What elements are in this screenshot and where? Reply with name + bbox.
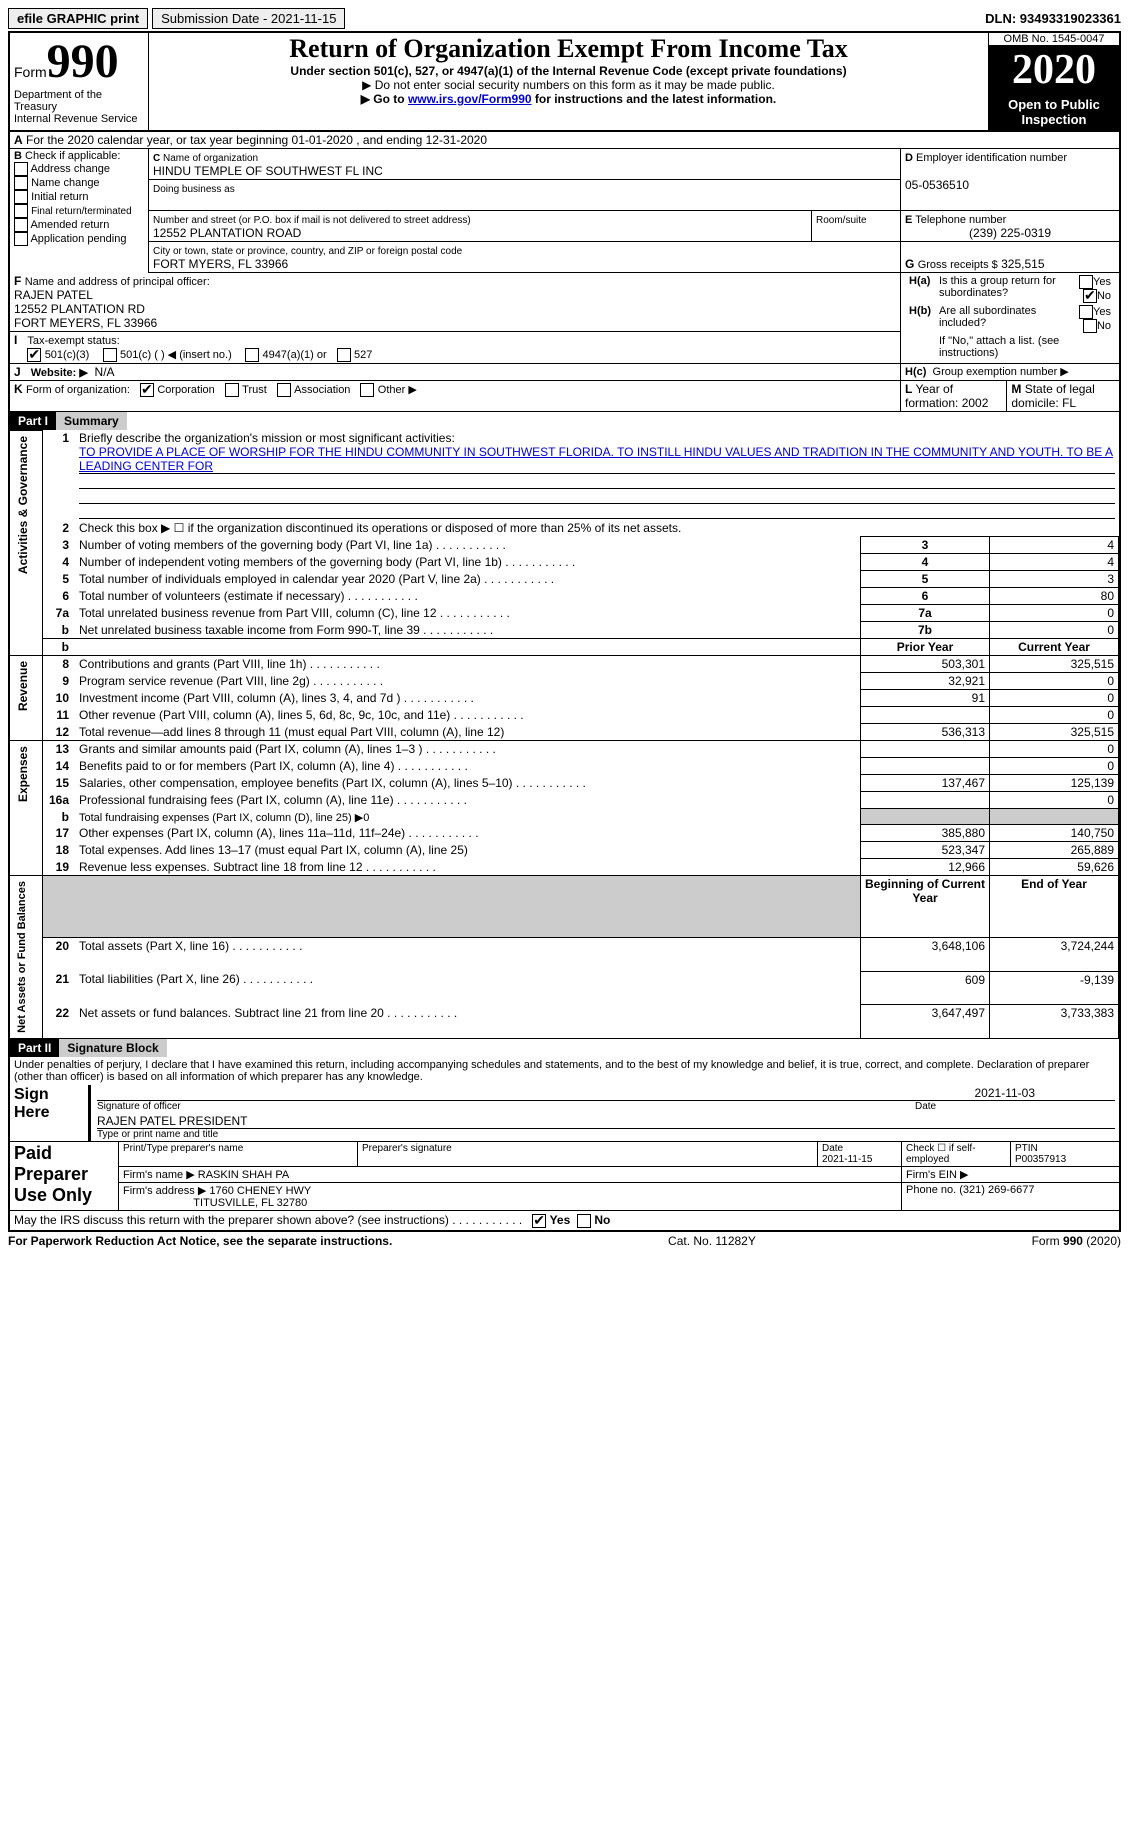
other-checkbox[interactable] xyxy=(360,383,374,397)
irs-link[interactable]: www.irs.gov/Form990 xyxy=(408,92,532,106)
table-row: 15Salaries, other compensation, employee… xyxy=(10,775,1119,792)
table-row: 16aProfessional fundraising fees (Part I… xyxy=(10,792,1119,809)
table-row: 3Number of voting members of the governi… xyxy=(10,537,1119,554)
year-formation: 2002 xyxy=(962,396,989,410)
table-row: 6Total number of volunteers (estimate if… xyxy=(10,588,1119,605)
corp-checkbox[interactable] xyxy=(140,383,154,397)
table-row: 20Total assets (Part X, line 16)3,648,10… xyxy=(10,937,1119,971)
table-row: bNet unrelated business taxable income f… xyxy=(10,622,1119,639)
assoc-checkbox[interactable] xyxy=(277,383,291,397)
firm-name: RASKIN SHAH PA xyxy=(198,1169,290,1181)
discuss-no-checkbox[interactable] xyxy=(577,1214,591,1228)
form-label: Form xyxy=(14,64,47,80)
city-state-zip: FORT MYERS, FL 33966 xyxy=(153,257,288,271)
dln: DLN: 93493319023361 xyxy=(985,11,1121,26)
name-change-checkbox[interactable] xyxy=(14,176,28,190)
gross-receipts: 325,515 xyxy=(1001,257,1044,271)
entity-info: B Check if applicable: Address change Na… xyxy=(8,149,1121,412)
final-return-checkbox[interactable] xyxy=(14,204,28,218)
part-2: Part IISignature Block Under penalties o… xyxy=(8,1039,1121,1232)
omb-number: OMB No. 1545-0047 xyxy=(989,33,1119,46)
501c3-checkbox[interactable] xyxy=(27,348,41,362)
trust-checkbox[interactable] xyxy=(225,383,239,397)
table-row: 19Revenue less expenses. Subtract line 1… xyxy=(10,859,1119,876)
submission-date: Submission Date - 2021-11-15 xyxy=(152,8,345,29)
hb-no-checkbox[interactable] xyxy=(1083,319,1097,333)
hb-yes-checkbox[interactable] xyxy=(1079,305,1093,319)
table-row: 4Number of independent voting members of… xyxy=(10,554,1119,571)
form-header: Form990 Department of the Treasury Inter… xyxy=(8,31,1121,132)
telephone: (239) 225-0319 xyxy=(905,226,1115,240)
form-title: Return of Organization Exempt From Incom… xyxy=(153,34,984,64)
paid-preparer-label: Paid Preparer Use Only xyxy=(10,1142,119,1211)
address-change-checkbox[interactable] xyxy=(14,162,28,176)
legal-domicile: FL xyxy=(1062,396,1076,410)
table-row: 5Total number of individuals employed in… xyxy=(10,571,1119,588)
part-1: Part ISummary Activities & Governance 1 … xyxy=(8,412,1121,1039)
table-row: bTotal fundraising expenses (Part IX, co… xyxy=(10,809,1119,825)
ptin: P00357913 xyxy=(1015,1154,1066,1165)
exp-section-label: Expenses xyxy=(14,742,32,806)
ein: 05-0536510 xyxy=(905,178,969,192)
table-row: 22Net assets or fund balances. Subtract … xyxy=(10,1005,1119,1039)
tax-year: 2020 xyxy=(989,46,1119,94)
line-a: A For the 2020 calendar year, or tax yea… xyxy=(8,132,1121,149)
org-name: HINDU TEMPLE OF SOUTHWEST FL INC xyxy=(153,164,383,178)
firm-phone: (321) 269-6677 xyxy=(959,1184,1034,1196)
page-footer: For Paperwork Reduction Act Notice, see … xyxy=(8,1232,1121,1250)
note-ssn: Do not enter social security numbers on … xyxy=(375,78,775,92)
sign-here-label: Sign Here xyxy=(10,1085,90,1141)
501c-checkbox[interactable] xyxy=(103,348,117,362)
table-row: 12Total revenue—add lines 8 through 11 (… xyxy=(10,724,1119,741)
discuss-yes-checkbox[interactable] xyxy=(532,1214,546,1228)
table-row: 9Program service revenue (Part VIII, lin… xyxy=(10,673,1119,690)
open-to-public: Open to Public Inspection xyxy=(989,94,1119,130)
table-row: 11Other revenue (Part VIII, column (A), … xyxy=(10,707,1119,724)
table-row: 18Total expenses. Add lines 13–17 (must … xyxy=(10,842,1119,859)
amended-return-checkbox[interactable] xyxy=(14,218,28,232)
gov-section-label: Activities & Governance xyxy=(14,432,32,578)
net-section-label: Net Assets or Fund Balances xyxy=(14,877,30,1037)
form-subtitle: Under section 501(c), 527, or 4947(a)(1)… xyxy=(153,64,984,78)
527-checkbox[interactable] xyxy=(337,348,351,362)
officer-name: RAJEN PATEL xyxy=(14,288,93,302)
table-row: 10Investment income (Part VIII, column (… xyxy=(10,690,1119,707)
officer-printed-name: RAJEN PATEL PRESIDENT xyxy=(97,1114,1115,1129)
4947-checkbox[interactable] xyxy=(245,348,259,362)
form-number: 990 xyxy=(47,35,119,88)
application-pending-checkbox[interactable] xyxy=(14,232,28,246)
table-row: 14Benefits paid to or for members (Part … xyxy=(10,758,1119,775)
ha-no-checkbox[interactable] xyxy=(1083,289,1097,303)
street-address: 12552 PLANTATION ROAD xyxy=(153,226,301,240)
efile-print-button[interactable]: efile GRAPHIC print xyxy=(8,8,148,29)
table-row: 7aTotal unrelated business revenue from … xyxy=(10,605,1119,622)
initial-return-checkbox[interactable] xyxy=(14,190,28,204)
dept-label: Department of the Treasury Internal Reve… xyxy=(14,89,144,125)
topbar: efile GRAPHIC print Submission Date - 20… xyxy=(8,8,1121,29)
website: N/A xyxy=(95,365,115,379)
table-row: 21Total liabilities (Part X, line 26)609… xyxy=(10,971,1119,1005)
mission-text[interactable]: TO PROVIDE A PLACE OF WORSHIP FOR THE HI… xyxy=(79,445,1113,473)
rev-section-label: Revenue xyxy=(14,657,32,715)
penalties-text: Under penalties of perjury, I declare th… xyxy=(10,1057,1119,1085)
table-row: 17Other expenses (Part IX, column (A), l… xyxy=(10,825,1119,842)
